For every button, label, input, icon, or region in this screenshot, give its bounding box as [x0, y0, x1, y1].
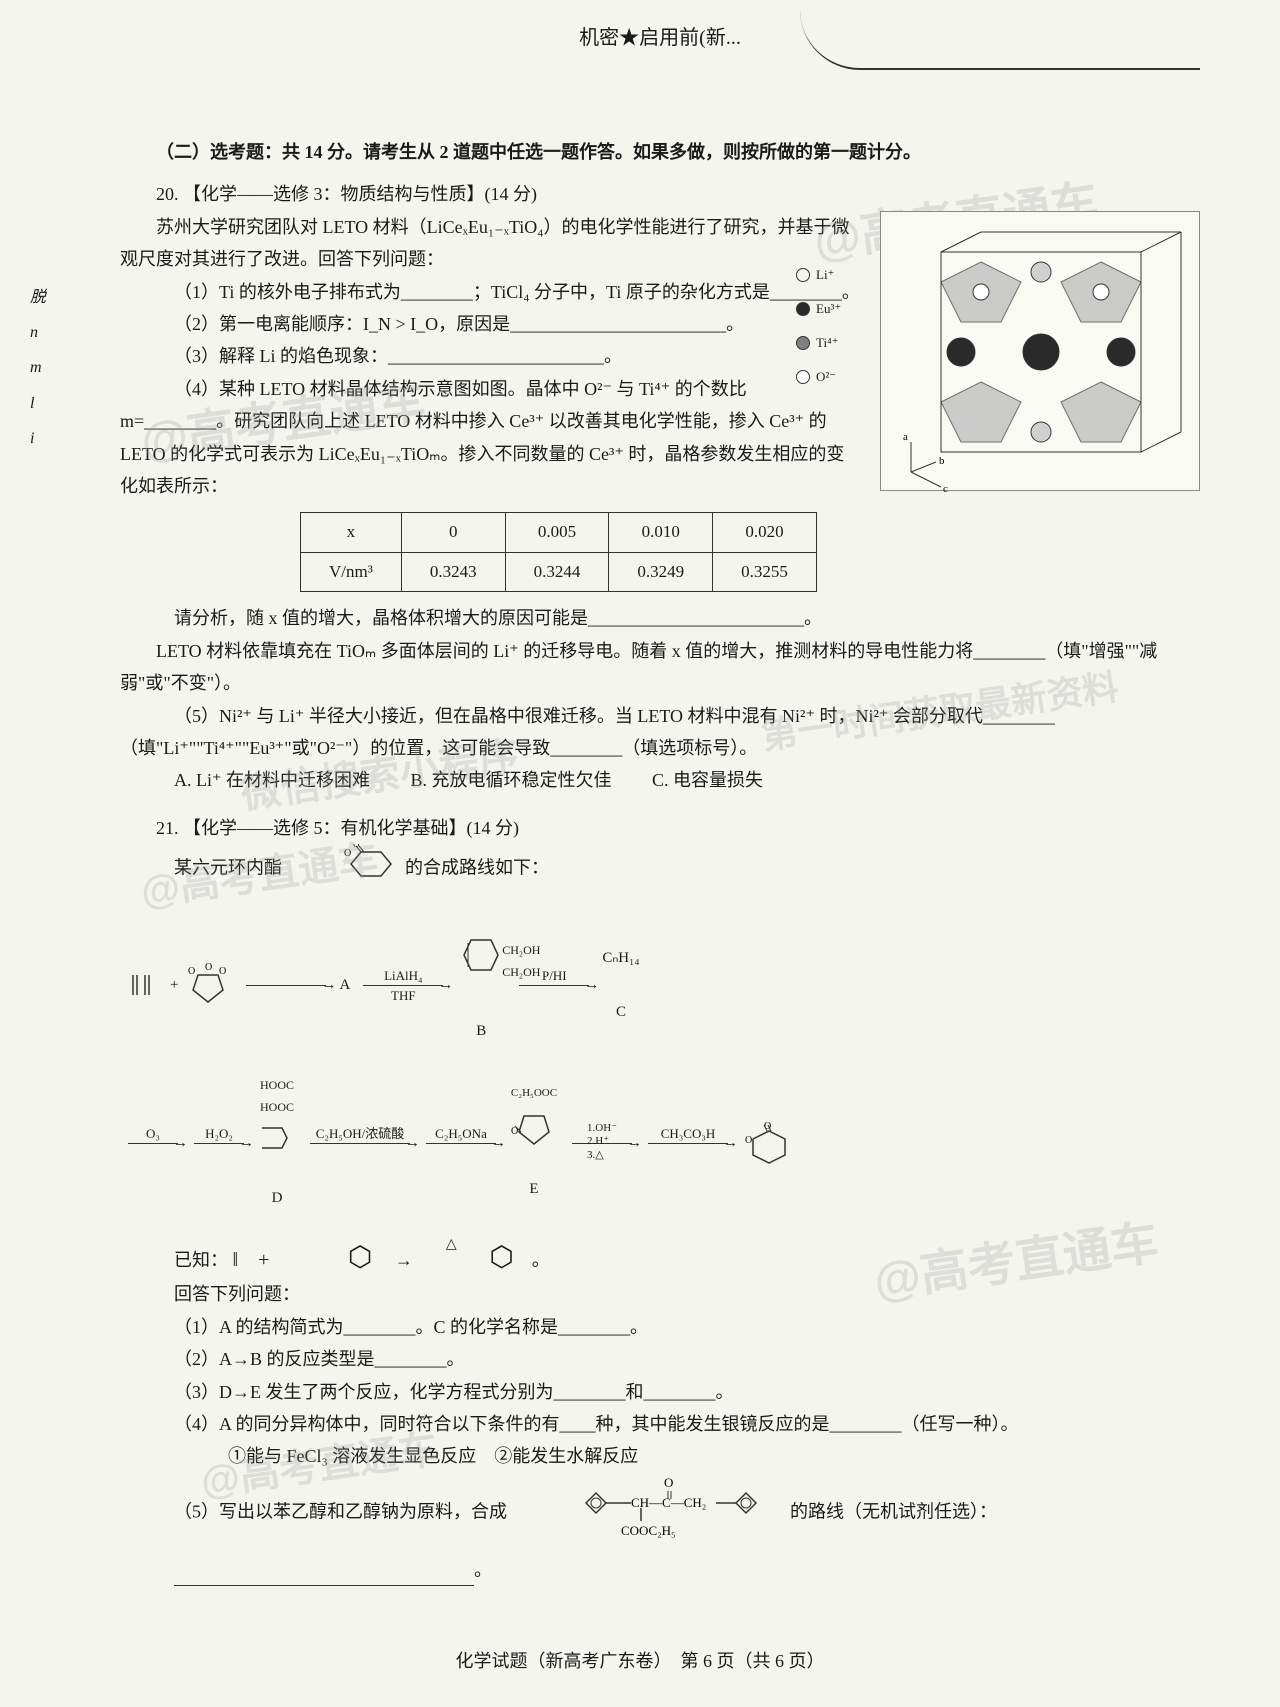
q21-sub4: （4）A 的同分异构体中，同时符合以下条件的有____种，其中能发生银镜反应的是… [120, 1408, 1200, 1440]
q21-answer-blank: 。 [120, 1554, 1200, 1586]
svg-text:O: O [344, 848, 351, 859]
crystal-legend: Li⁺ Eu³⁺ Ti⁴⁺ O²⁻ [796, 262, 841, 398]
svg-text:O: O [219, 966, 226, 977]
svg-text:CH—C—CH₂: CH—C—CH₂ [631, 1495, 706, 1510]
svg-text:c: c [943, 483, 948, 492]
compound-B: CH₂OHCH₂OH B [456, 925, 506, 1045]
diene-structure [125, 965, 165, 1005]
svg-text:O: O [353, 844, 360, 849]
q21-intro: 某六元环内酯 OO 的合成路线如下： [120, 844, 1200, 895]
q21-sub3: （3）D→E 发生了两个反应，化学方程式分别为________和________… [120, 1376, 1200, 1408]
reaction-scheme-row2: O₃ H₂O₂ HOOCHOOC D C₂H₅OH/浓硫酸 C₂H₅ONa C₂… [120, 1075, 1200, 1212]
page-footer: 化学试题（新高考广东卷） 第 6 页（共 6 页） [456, 1645, 825, 1677]
final-lactone: OO [741, 1121, 796, 1166]
lattice-parameter-table: x 0 0.005 0.010 0.020 V/nm³ 0.3243 0.324… [300, 512, 817, 592]
q20-options: A. Li⁺ 在材料中迁移困难 B. 充放电循环稳定性欠佳 C. 电容量损失 [120, 764, 1200, 796]
svg-text:O: O [188, 966, 195, 977]
q21-known: 已知： ‖ + ⬡ △ → ⬡ 。 [120, 1242, 1200, 1278]
compound-D: HOOCHOOC D [257, 1075, 297, 1212]
table-header-row: x 0 0.005 0.010 0.020 [301, 513, 817, 553]
section-2-title: （二）选考题：共 14 分。请考生从 2 道题中任选一题作答。如果多做，则按所做… [120, 136, 1200, 168]
header-classification: 机密★启用前(新... [120, 20, 1200, 56]
question-21: 21. 【化学——选修 5：有机化学基础】(14 分) 某六元环内酯 OO 的合… [120, 812, 1200, 1586]
compound-E: C₂H₅OOC O E [509, 1084, 559, 1203]
header-curve-line [800, 10, 1200, 70]
q21-sub2: （2）A→B 的反应类型是________。 [120, 1343, 1200, 1375]
q20-sub4c: LETO 材料依靠填充在 TiOₘ 多面体层间的 Li⁺ 的迁移导电。随着 x … [120, 635, 1200, 700]
svg-text:O: O [664, 1475, 673, 1490]
q21-sub4-conditions: ①能与 FeCl₃ 溶液发生显色反应 ②能发生水解反应 [120, 1440, 1200, 1472]
q20-subject: 【化学——选修 3：物质结构与性质】(14 分) [183, 184, 537, 204]
svg-text:b: b [939, 455, 945, 467]
margin-annotations: 脱 n m l i [30, 280, 46, 456]
compound-A: A [339, 972, 350, 999]
q21-sub5: （5）写出以苯乙醇和乙醇钠为原料，合成 CH—C—CH₂ O COOC₂H₅ 的… [120, 1473, 1200, 1554]
q20-sub4b: 请分析，随 x 值的增大，晶格体积增大的原因可能是_______________… [120, 602, 1200, 634]
q21-subject: 【化学——选修 5：有机化学基础】(14 分) [183, 818, 519, 838]
crystal-structure-figure: Li⁺ Eu³⁺ Ti⁴⁺ O²⁻ [880, 211, 1200, 491]
q21-sub1: （1）A 的结构简式为________。C 的化学名称是________。 [120, 1311, 1200, 1343]
q20-number: 20. [156, 184, 179, 204]
svg-text:a: a [903, 431, 908, 443]
q20-sub5: （5）Ni²⁺ 与 Li⁺ 半径大小接近，但在晶格中很难迁移。当 LETO 材料… [120, 700, 1200, 765]
lactone-structure-icon: OO [287, 844, 401, 895]
q21-answer-title: 回答下列问题： [120, 1278, 1200, 1310]
q21-number: 21. [156, 818, 179, 838]
question-20: 20. 【化学——选修 3：物质结构与性质】(14 分) Li⁺ Eu³⁺ Ti… [120, 178, 1200, 796]
crystal-svg: a b c [881, 212, 1201, 492]
reaction-scheme-row1: + OOO A LiAlH₄ THF CH₂OHCH₂OH B P/HI CₙH… [120, 925, 1200, 1045]
synthesis-target-structure: CH—C—CH₂ O COOC₂H₅ [522, 1473, 776, 1554]
svg-text:O: O [205, 962, 212, 973]
svg-text:COOC₂H₅: COOC₂H₅ [621, 1523, 676, 1538]
svg-text:O: O [745, 1135, 752, 1146]
anhydride-structure: OOO [183, 960, 233, 1010]
table-data-row: V/nm³ 0.3243 0.3244 0.3249 0.3255 [301, 552, 817, 592]
compound-C: CₙH₁₄ C [602, 945, 639, 1026]
